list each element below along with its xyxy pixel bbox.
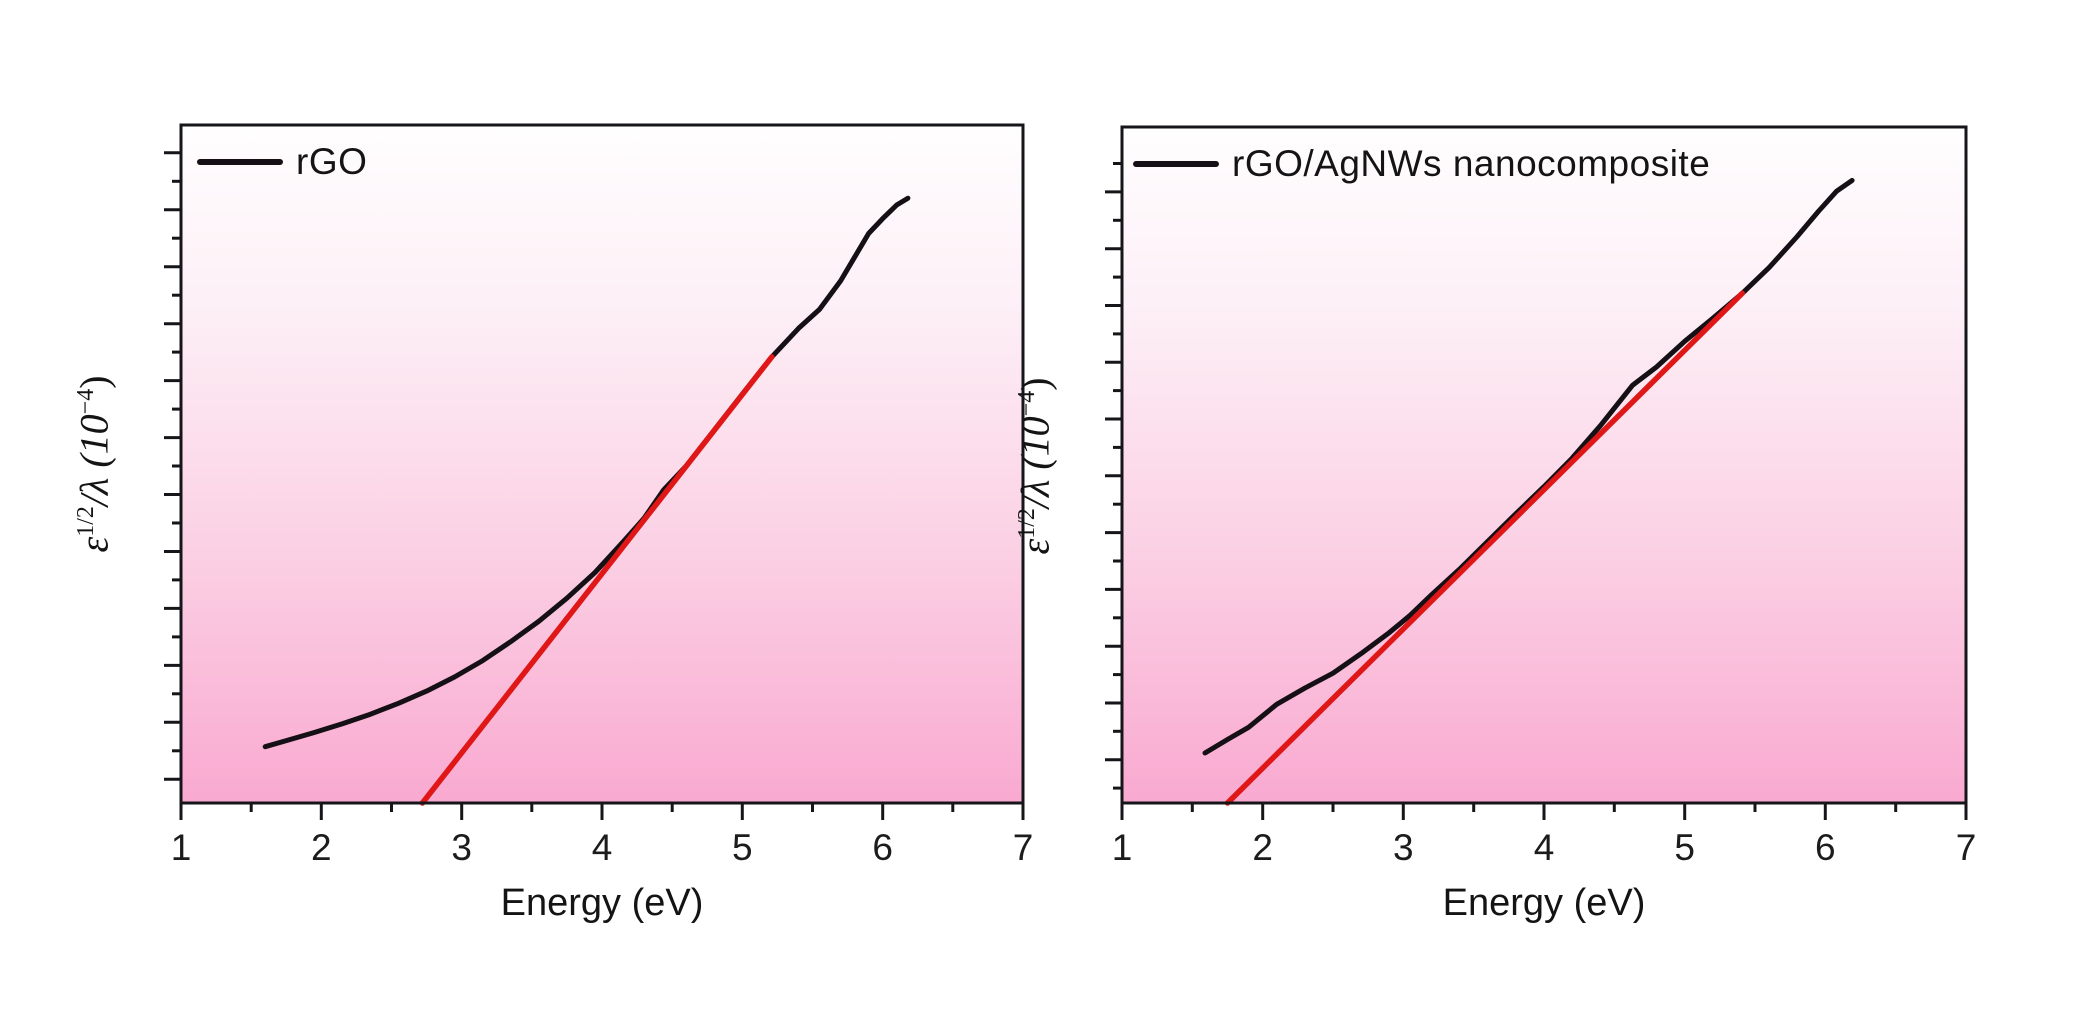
svg-text:2: 2 (311, 827, 332, 868)
svg-text:6: 6 (872, 827, 893, 868)
x-axis-label-right: Energy (eV) (1442, 882, 1646, 924)
svg-text:5: 5 (732, 827, 753, 868)
rgo-agnws-plot-area: 1 2 3 4 5 6 7 (1105, 125, 1977, 868)
legend-rgo-agnws: rGO/AgNWs nanocomposite (1133, 143, 1710, 185)
svg-text:3: 3 (451, 827, 472, 868)
ylabel-exponent-neg4: −4 (73, 388, 100, 415)
rgo-agnws-series-swatch (1133, 161, 1219, 167)
svg-text:7: 7 (1013, 827, 1034, 868)
svg-text:5: 5 (1674, 827, 1695, 868)
ylabel-close-paren: ) (71, 375, 117, 389)
svg-text:7: 7 (1956, 827, 1977, 868)
ylabel-close-paren: ) (1012, 377, 1058, 391)
rgo-series-swatch (197, 159, 283, 165)
ylabel-middle: /λ (10 (1012, 416, 1058, 509)
ylabel-exponent-neg4: −4 (1014, 390, 1041, 417)
ylabel-epsilon: ε (71, 536, 117, 553)
ylabel-middle: /λ (10 (71, 414, 117, 507)
svg-text:4: 4 (1534, 827, 1555, 868)
svg-text:1: 1 (1112, 827, 1133, 868)
ylabel-exponent-half: 1/2 (73, 506, 100, 537)
ylabel-exponent-half: 1/2 (1014, 508, 1041, 539)
legend-label-rgo-agnws: rGO/AgNWs nanocomposite (1232, 143, 1711, 184)
svg-text:1: 1 (171, 827, 192, 868)
legend-rgo: rGO (197, 141, 367, 183)
svg-text:2: 2 (1252, 827, 1273, 868)
y-axis-label-left: ε1/2/λ (10−4) (71, 375, 118, 552)
x-axis-label-left: Energy (eV) (500, 882, 704, 924)
svg-text:6: 6 (1815, 827, 1836, 868)
y-axis-label-right: ε1/2/λ (10−4) (1012, 377, 1059, 554)
legend-label-rgo: rGO (296, 141, 368, 182)
svg-text:4: 4 (592, 827, 613, 868)
rgo-plot-area: 1 2 3 4 5 6 7 (164, 123, 1034, 868)
ylabel-epsilon: ε (1012, 538, 1058, 555)
svg-text:3: 3 (1393, 827, 1414, 868)
